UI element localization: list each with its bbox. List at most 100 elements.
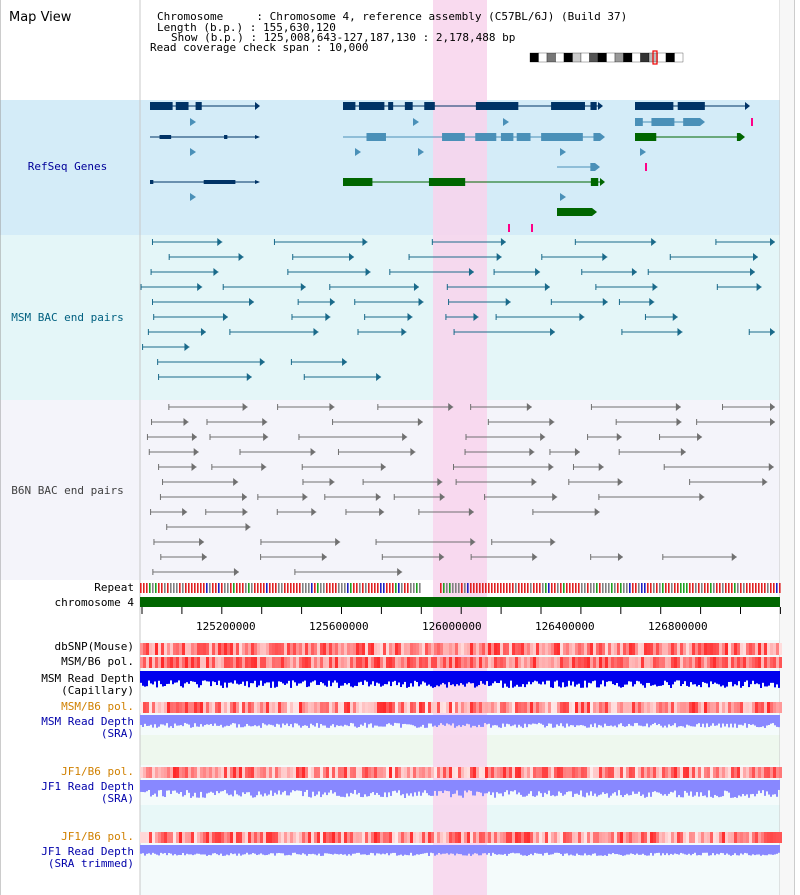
pol-heat xyxy=(197,832,200,843)
bac-pair-b6n xyxy=(417,418,423,426)
read-depth-bar xyxy=(682,671,684,685)
read-depth-bar xyxy=(396,715,398,724)
read-depth-bar xyxy=(546,780,548,795)
pol-heat xyxy=(707,643,710,655)
pol-heat xyxy=(158,832,161,843)
track-label-refseq[interactable]: RefSeq Genes xyxy=(27,160,108,173)
pol-heat xyxy=(302,657,305,668)
read-depth-bar xyxy=(372,715,374,728)
pol-heat xyxy=(695,767,698,778)
pol-heat xyxy=(449,657,452,668)
pol-heat xyxy=(488,832,491,843)
bac-pair-b6n xyxy=(550,538,556,546)
read-depth-bar xyxy=(656,671,658,687)
pol-heat xyxy=(728,643,731,655)
read-depth-bar xyxy=(748,845,750,856)
read-depth-bar xyxy=(310,845,312,855)
pol-heat xyxy=(479,702,482,713)
read-depth-bar xyxy=(148,845,150,854)
bac-pair-msm xyxy=(500,238,506,246)
pol-heat xyxy=(557,702,560,713)
read-depth-bar xyxy=(352,780,354,794)
pol-heat xyxy=(614,832,617,843)
pol-heat xyxy=(542,657,545,668)
pol-heat xyxy=(701,702,704,713)
repeat-mark xyxy=(413,583,415,593)
read-depth-bar xyxy=(382,780,384,797)
pol-heat xyxy=(200,643,203,655)
read-depth-bar xyxy=(584,780,586,798)
pol-heat xyxy=(224,643,227,655)
read-depth-bar xyxy=(762,715,764,727)
track-label-msm-bac[interactable]: MSM BAC end pairs xyxy=(11,311,124,324)
pol-heat xyxy=(317,832,320,843)
pol-heat xyxy=(692,657,695,668)
read-depth-bar xyxy=(414,780,416,793)
read-depth-bar xyxy=(376,671,378,683)
repeat-mark xyxy=(446,583,448,593)
pol-heat xyxy=(230,832,233,843)
repeat-mark xyxy=(512,583,514,593)
pol-heat xyxy=(164,767,167,778)
read-depth-bar xyxy=(662,780,664,796)
read-depth-bar xyxy=(468,715,470,725)
bac-pair-b6n xyxy=(731,553,737,561)
repeat-mark xyxy=(416,583,418,593)
read-depth-bar xyxy=(284,845,286,856)
read-depth-bar xyxy=(236,671,238,684)
read-depth-bar xyxy=(248,845,250,855)
read-depth-bar xyxy=(144,671,146,687)
read-depth-bar xyxy=(232,780,234,797)
pol-heat xyxy=(245,657,248,668)
read-depth-bar xyxy=(186,845,188,854)
pol-heat xyxy=(467,643,470,655)
read-depth-bar xyxy=(272,845,274,854)
read-depth-bar xyxy=(236,715,238,728)
repeat-mark xyxy=(383,583,385,593)
pol-heat xyxy=(269,702,272,713)
read-depth-bar xyxy=(360,845,362,855)
read-depth-bar xyxy=(224,780,226,790)
read-depth-bar xyxy=(302,671,304,682)
bac-pair-b6n xyxy=(302,493,308,501)
read-depth-bar xyxy=(660,780,662,794)
pol-heat xyxy=(344,702,347,713)
gene-arrow xyxy=(418,148,424,156)
read-depth-bar xyxy=(412,780,414,797)
pol-heat xyxy=(326,767,329,778)
read-depth-bar xyxy=(738,845,740,856)
repeat-mark xyxy=(680,583,682,593)
pol-heat xyxy=(596,643,599,655)
read-depth-bar xyxy=(246,845,248,853)
pol-heat xyxy=(527,643,530,655)
read-depth-bar xyxy=(672,715,674,726)
track-label-b6n-bac[interactable]: B6N BAC end pairs xyxy=(11,484,124,497)
pol-heat xyxy=(758,657,761,668)
read-depth-bar xyxy=(156,780,158,797)
pol-heat xyxy=(413,702,416,713)
pol-heat xyxy=(653,702,656,713)
read-depth-bar xyxy=(774,715,776,726)
pol-heat xyxy=(485,702,488,713)
read-depth-bar xyxy=(656,780,658,793)
gene-exon xyxy=(557,208,592,216)
read-depth-bar xyxy=(602,845,604,856)
repeat-mark xyxy=(542,583,544,593)
read-depth-bar xyxy=(300,715,302,728)
pol-heat xyxy=(455,767,458,778)
read-depth-bar xyxy=(778,780,780,790)
read-depth-bar xyxy=(182,845,184,853)
read-depth-bar xyxy=(160,845,162,853)
pol-heat xyxy=(332,657,335,668)
repeat-mark xyxy=(290,583,292,593)
pol-heat xyxy=(614,657,617,668)
pol-heat xyxy=(377,643,380,655)
read-depth-bar xyxy=(766,845,768,856)
read-depth-bar xyxy=(180,780,182,792)
pol-heat xyxy=(422,643,425,655)
read-depth-bar xyxy=(586,780,588,793)
pol-heat xyxy=(725,832,728,843)
pol-heat xyxy=(599,643,602,655)
pol-heat xyxy=(461,702,464,713)
